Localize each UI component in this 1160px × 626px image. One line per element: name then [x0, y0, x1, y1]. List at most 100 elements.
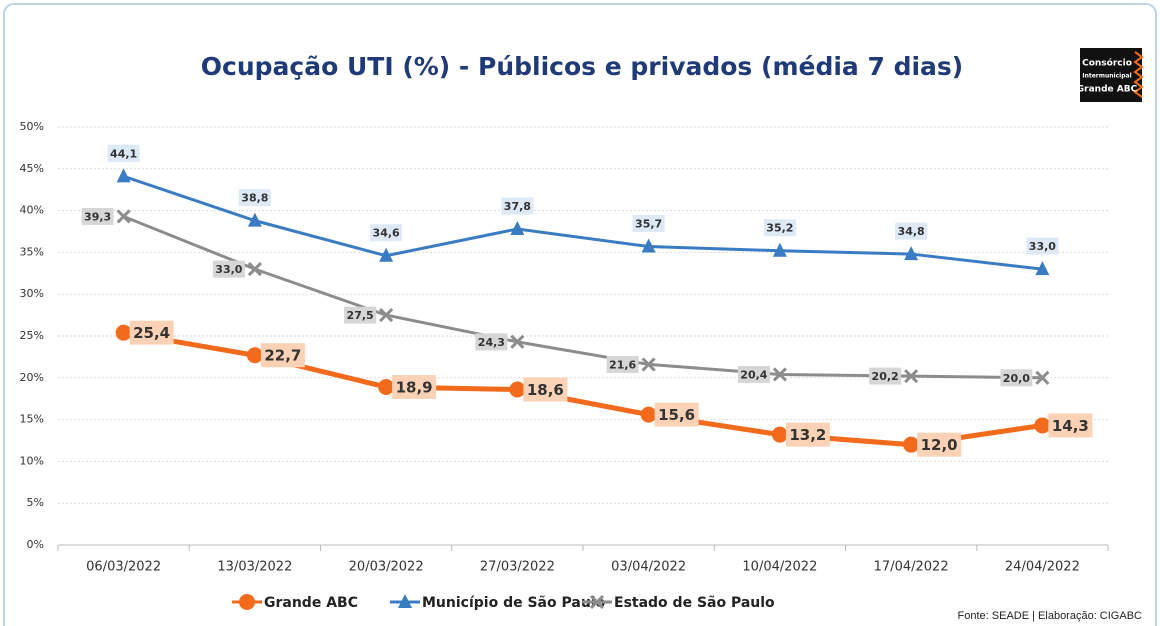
value-label: 27,5 [347, 309, 374, 322]
logo-zigzag [1133, 51, 1144, 98]
value-label-box [370, 224, 403, 242]
value-label: 33,0 [1029, 240, 1056, 253]
point [1034, 417, 1051, 434]
legend-label: Grande ABC [264, 595, 358, 611]
value-label: 18,6 [527, 381, 564, 399]
legend-marker [398, 594, 412, 608]
value-label-box [475, 333, 508, 351]
value-label-box [1048, 413, 1093, 438]
value-label: 25,4 [133, 324, 170, 342]
value-label-box [654, 402, 699, 427]
logo-text: Grande ABC [1077, 85, 1138, 95]
value-label: 38,8 [241, 192, 268, 205]
series: 44,1 38,8 34,6 37,8 35,7 35,2 34,8 33,0 [107, 144, 1059, 276]
point [379, 308, 394, 323]
value-label-box [1000, 369, 1033, 387]
value-label: 18,9 [396, 378, 433, 396]
y-tick-label: 30% [20, 287, 44, 300]
value-label: 24,3 [478, 336, 505, 349]
line [123, 174, 1043, 271]
point [510, 334, 525, 349]
value-label-box [895, 222, 928, 240]
point [1035, 261, 1050, 276]
value-label-box [1026, 237, 1059, 255]
value-label: 13,2 [789, 426, 826, 444]
y-tick-label: 10% [20, 454, 44, 467]
value-label-box [632, 215, 665, 233]
y-tick-label: 5% [27, 496, 44, 509]
y-tick-label: 35% [20, 245, 44, 258]
value-label-box [107, 144, 140, 162]
value-label: 15,6 [658, 406, 695, 424]
value-label: 14,3 [1052, 417, 1089, 435]
value-label-box [392, 374, 437, 399]
source: Fonte: SEADE | Elaboração: CIGABC [958, 610, 1142, 622]
point [247, 262, 262, 277]
value-label-box [523, 377, 568, 402]
point [904, 246, 919, 261]
point [640, 406, 657, 423]
value-label: 22,7 [264, 347, 301, 365]
chart-title: Ocupação UTI (%) - Públicos e privados (… [201, 52, 963, 81]
point [115, 324, 132, 341]
y-tick-label: 25% [20, 329, 44, 342]
value-label-box [129, 320, 174, 345]
frame [3, 3, 1157, 626]
point [509, 381, 526, 398]
legend-label: Município de São Paulo [422, 595, 606, 611]
value-label: 20,4 [740, 368, 767, 381]
point [510, 220, 525, 235]
point [903, 436, 920, 453]
y-tick-label: 15% [20, 413, 44, 426]
value-label-box [785, 422, 830, 447]
value-label: 20,0 [1003, 372, 1030, 385]
point [379, 247, 394, 262]
x-tick-label: 24/04/2022 [1005, 560, 1080, 575]
value-label-box [737, 365, 770, 383]
legend-marker [239, 594, 255, 610]
value-label: 21,6 [609, 358, 636, 371]
value-label: 37,8 [504, 200, 531, 213]
legend-label: Estado de São Paulo [614, 595, 775, 611]
y-tick-label: 40% [20, 204, 44, 217]
value-label-box [763, 219, 796, 237]
value-label-box [238, 189, 271, 207]
value-label-box [917, 432, 962, 457]
logo-text: Consórcio [1082, 58, 1132, 69]
value-label: 34,8 [898, 225, 925, 238]
value-label: 35,7 [635, 218, 662, 231]
y-tick-label: 50% [20, 120, 44, 133]
logo-text: Intermunicipal [1082, 73, 1131, 80]
point [246, 347, 263, 364]
point [641, 238, 656, 253]
value-label-box [344, 306, 377, 324]
value-label-box [81, 207, 114, 225]
y-tick-label: 0% [27, 538, 44, 551]
x-tick-label: 13/03/2022 [217, 560, 292, 575]
x-tick-label: 20/03/2022 [349, 560, 424, 575]
value-label: 12,0 [921, 436, 958, 454]
value-label: 20,2 [872, 370, 899, 383]
value-label-box [501, 197, 534, 215]
point [641, 357, 656, 372]
point [247, 212, 262, 227]
series: 25,4 22,7 18,9 18,6 15,6 13,2 12,0 14,3 [115, 320, 1093, 457]
logo-box [1080, 48, 1142, 102]
point [116, 168, 131, 183]
legend-marker [589, 594, 605, 610]
value-label-box [606, 355, 639, 373]
x-tick-label: 06/03/2022 [86, 560, 161, 575]
point [116, 209, 131, 224]
value-label: 33,0 [215, 263, 242, 276]
value-label-box [260, 343, 305, 368]
value-label: 39,3 [84, 210, 111, 223]
y-tick-label: 45% [20, 162, 44, 175]
value-label-box [212, 260, 245, 278]
point [771, 426, 788, 443]
x-tick-label: 10/04/2022 [742, 560, 817, 575]
x-tick-label: 17/04/2022 [874, 560, 949, 575]
point [904, 369, 919, 384]
point [772, 242, 787, 257]
y-tick-label: 20% [20, 371, 44, 384]
